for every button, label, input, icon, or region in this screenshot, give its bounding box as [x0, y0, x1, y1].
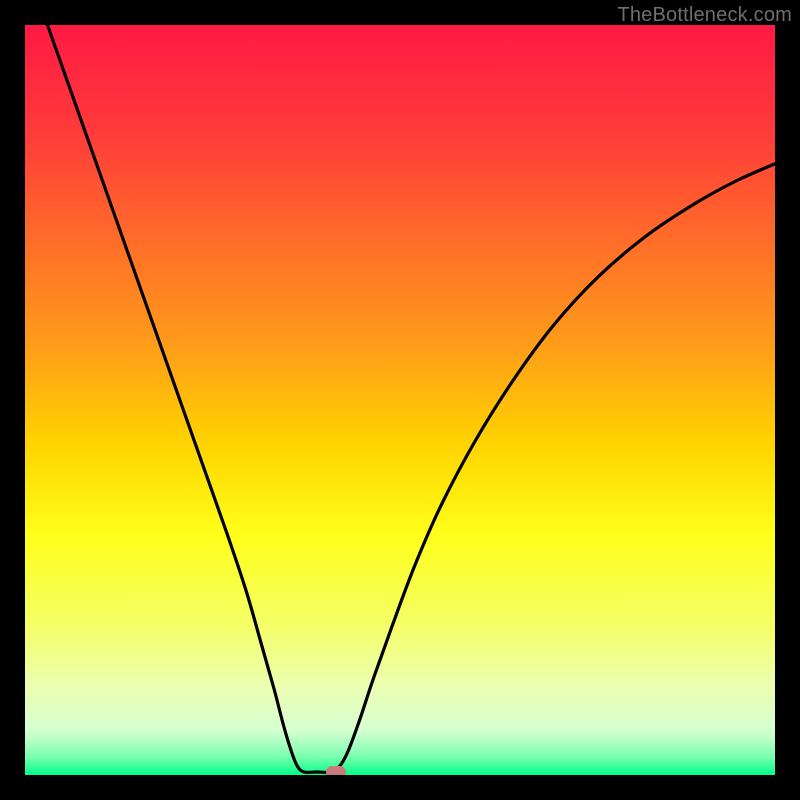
optimal-pin [326, 766, 346, 775]
plot-area [25, 25, 775, 775]
bottleneck-chart: TheBottleneck.com [0, 0, 800, 800]
pin-layer [25, 25, 775, 775]
watermark-text: TheBottleneck.com [617, 4, 792, 27]
